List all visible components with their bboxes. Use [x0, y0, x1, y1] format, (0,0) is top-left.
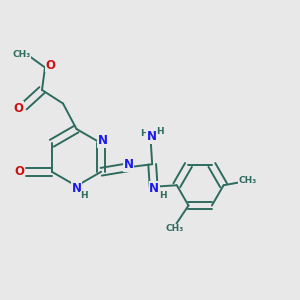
Text: N: N: [71, 182, 82, 195]
Text: O: O: [15, 165, 25, 178]
Text: H: H: [159, 191, 166, 200]
Text: H: H: [157, 127, 164, 136]
Text: CH₃: CH₃: [238, 176, 257, 185]
Text: H: H: [140, 129, 148, 138]
Text: CH₃: CH₃: [13, 50, 31, 58]
Text: CH₃: CH₃: [166, 224, 184, 233]
Text: N: N: [98, 134, 108, 147]
Text: O: O: [45, 58, 56, 72]
Text: N: N: [124, 158, 134, 171]
Text: O: O: [14, 102, 24, 115]
Text: H: H: [80, 191, 88, 200]
Text: N: N: [147, 130, 157, 143]
Text: N: N: [149, 182, 159, 195]
